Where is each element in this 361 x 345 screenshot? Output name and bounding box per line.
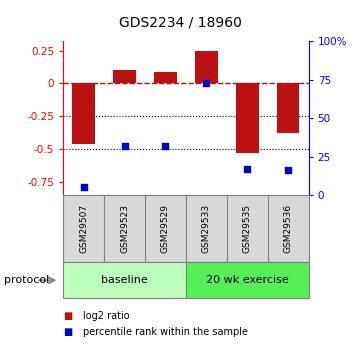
Text: baseline: baseline	[101, 275, 148, 285]
Bar	[195, 51, 218, 83]
Text: GDS2234 / 18960: GDS2234 / 18960	[119, 16, 242, 29]
Bar	[236, 83, 258, 153]
Text: 20 wk exercise: 20 wk exercise	[206, 275, 289, 285]
Text: ■: ■	[63, 311, 73, 321]
Text: GSM29536: GSM29536	[284, 204, 293, 253]
Text: ■: ■	[63, 327, 73, 337]
Text: protocol: protocol	[4, 275, 49, 285]
Text: percentile rank within the sample: percentile rank within the sample	[83, 327, 248, 337]
Point	[204, 80, 209, 86]
Text: GSM29533: GSM29533	[202, 204, 211, 253]
Bar	[186, 262, 309, 298]
Text: GSM29523: GSM29523	[120, 204, 129, 253]
Bar	[277, 83, 299, 133]
Point	[285, 168, 291, 173]
Bar	[72, 83, 95, 144]
Bar	[63, 262, 186, 298]
Point	[122, 143, 127, 149]
Text: GSM29529: GSM29529	[161, 204, 170, 253]
Point	[81, 185, 87, 190]
Point	[162, 143, 168, 149]
Point	[244, 166, 250, 171]
Text: GSM29535: GSM29535	[243, 204, 252, 253]
Bar	[154, 71, 177, 83]
Bar	[113, 70, 136, 83]
Text: log2 ratio: log2 ratio	[83, 311, 130, 321]
Text: GSM29507: GSM29507	[79, 204, 88, 253]
